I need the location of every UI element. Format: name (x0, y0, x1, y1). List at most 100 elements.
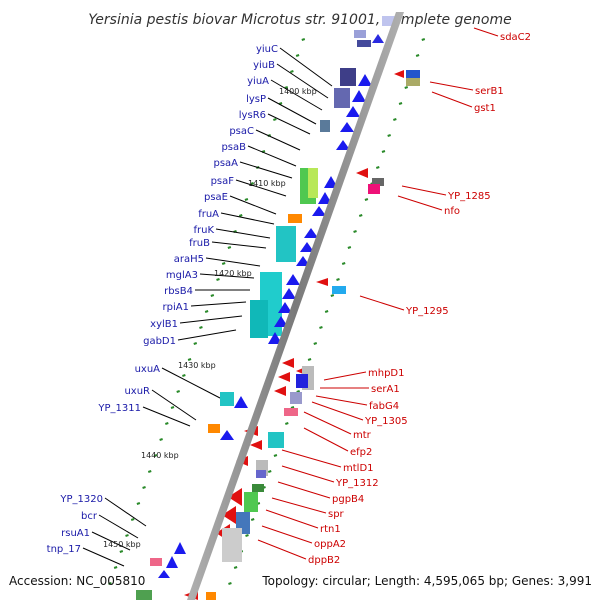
gene-features (136, 16, 420, 600)
gene-label-nfo: nfo (444, 206, 460, 217)
tick-dash (319, 326, 323, 329)
gene-feature-arrow (268, 332, 282, 344)
gene-feature-arrow (222, 506, 236, 524)
gene-feature-arrow (352, 90, 366, 102)
gene-label-yiua: yiuA (247, 76, 269, 87)
gene-label-yp-1305: YP_1305 (364, 416, 408, 427)
gene-feature-box (320, 120, 330, 132)
gene-feature-box (244, 492, 258, 512)
gene-label-yp-1312: YP_1312 (335, 478, 379, 489)
tick-dash (324, 310, 329, 313)
tick-dash (108, 582, 112, 585)
gene-label-uxua: uxuA (135, 364, 161, 375)
leader-line (431, 91, 473, 108)
tick-dash (267, 470, 272, 473)
tick-dash (398, 102, 403, 105)
gene-label-gst1: gst1 (474, 103, 496, 114)
gene-feature-arrow (174, 542, 186, 554)
tick-dash (187, 358, 192, 361)
gene-feature-box (382, 16, 396, 26)
leader-line (359, 295, 405, 311)
gene-feature-box (256, 470, 266, 478)
tick-dash (358, 214, 363, 217)
tick-dash (136, 502, 141, 505)
leader-line (199, 273, 255, 279)
gene-label-arah5: araH5 (174, 254, 204, 265)
leader-line (142, 406, 191, 427)
tick-dash (341, 262, 346, 265)
tick-dash (421, 38, 426, 41)
gene-feature-arrow (286, 274, 300, 285)
gene-label-efp2: efp2 (350, 447, 372, 458)
gene-feature-arrow (274, 386, 286, 396)
genome-title: Yersinia pestis biovar Microtus str. 910… (88, 12, 511, 28)
leader-line (161, 367, 221, 399)
gene-feature-box (332, 286, 346, 294)
leader-line (220, 212, 275, 225)
gene-label-psab: psaB (221, 142, 246, 153)
gene-feature-arrow (340, 122, 354, 132)
gene-label-rpia1: rpiA1 (163, 302, 189, 313)
gene-feature-box (284, 408, 298, 416)
gene-label-lysp: lysP (246, 94, 266, 105)
gene-feature-arrow (158, 570, 170, 578)
gene-feature-box (220, 392, 234, 406)
gene-label-oppa2: oppA2 (314, 539, 346, 550)
kbp-tick-label: 1400 kbp (279, 87, 317, 96)
leader-line (82, 547, 125, 567)
tick-dash (233, 566, 238, 569)
gene-label-psaf: psaF (211, 176, 235, 187)
leader-line (255, 129, 301, 151)
gene-label-mgla3: mglA3 (166, 270, 198, 281)
leader-line (239, 161, 293, 179)
kbp-tick-label: 1450 kbp (103, 540, 141, 549)
leader-line (177, 329, 237, 341)
gene-feature-arrow (336, 140, 350, 150)
leader-line (190, 301, 247, 307)
leader-line (205, 257, 261, 267)
tick-dash (364, 198, 369, 201)
gene-feature-arrow (282, 358, 294, 368)
gene-feature-box (357, 40, 371, 47)
tick-dash (182, 374, 186, 377)
gene-feature-arrow (234, 396, 248, 408)
tick-dash (284, 422, 289, 425)
gene-feature-box (136, 590, 152, 600)
gene-feature-box (206, 592, 216, 600)
leader-line (265, 509, 319, 529)
leader-line (281, 449, 342, 468)
gene-feature-arrow (318, 192, 332, 204)
gene-feature-arrow (166, 556, 178, 568)
tick-dash (142, 486, 146, 489)
tick-dash (250, 182, 254, 185)
gene-label-yp-1311: YP_1311 (97, 403, 141, 414)
gene-label-psaa: psaA (213, 158, 238, 169)
gene-feature-box (252, 484, 264, 492)
gene-feature-box (406, 70, 420, 78)
gene-feature-arrow (356, 168, 368, 178)
tick-dash (415, 54, 420, 57)
gene-label-psac: psaC (229, 126, 254, 137)
gene-feature-box (250, 300, 268, 338)
tick-dash (393, 118, 397, 121)
tick-dash (199, 326, 203, 329)
leader-line (429, 81, 474, 91)
leader-line (267, 113, 311, 135)
gene-feature-arrow (220, 430, 234, 440)
gene-feature-arrow (312, 206, 326, 216)
tick-dash (313, 342, 318, 345)
genome-backbone (187, 12, 404, 600)
gene-label-frua: fruA (198, 209, 219, 220)
leader-line (277, 481, 331, 499)
leader-line (311, 401, 364, 421)
gene-feature-box (340, 68, 356, 86)
tick-dash (330, 294, 335, 297)
gene-label-uxur: uxuR (124, 386, 150, 397)
gene-label-mtld1: mtlD1 (343, 463, 374, 474)
tick-dash (176, 390, 180, 393)
tick-dash (228, 582, 232, 585)
tick-dash (353, 230, 357, 233)
tick-dash (381, 150, 386, 153)
gene-label-lysr6: lysR6 (239, 110, 266, 121)
leader-line (397, 195, 443, 211)
